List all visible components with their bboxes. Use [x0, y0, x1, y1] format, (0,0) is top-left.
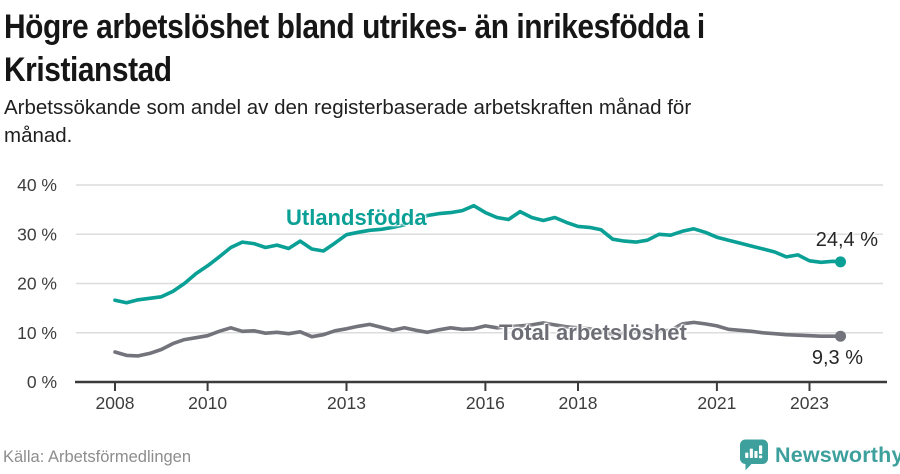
x-axis-tick-label: 2023: [790, 393, 829, 413]
y-axis-tick-label: 10 %: [17, 323, 57, 343]
x-axis-tick-label: 2013: [327, 393, 366, 413]
y-axis-tick-label: 40 %: [17, 175, 57, 195]
newsworthy-bubble-icon: [740, 439, 768, 471]
newsworthy-wordmark: Newsworthy: [775, 442, 900, 467]
page-title-line2: Kristianstad: [4, 51, 172, 89]
y-axis-tick-label: 30 %: [17, 224, 57, 244]
end-dot-total: [835, 330, 847, 342]
chart-subtitle-line2: månad.: [4, 124, 73, 147]
x-axis-tick-label: 2008: [96, 393, 135, 413]
x-axis-tick-label: 2016: [466, 393, 505, 413]
page-title: Högre arbetslöshet bland utrikes- än inr…: [4, 8, 705, 46]
end-value-total: 9,3 %: [811, 347, 863, 369]
y-axis-tick-label: 0 %: [27, 372, 57, 392]
series-label-utlandsfodda: Utlandsfödda: [286, 205, 427, 230]
series-label-total-arbetsloshet: Total arbetslöshet: [499, 320, 687, 345]
source-attribution: Källa: Arbetsförmedlingen: [3, 448, 192, 466]
line-total-arbetsloshet: [113, 320, 843, 358]
x-axis-tick-label: 2010: [188, 393, 227, 413]
chart-subtitle: Arbetssökande som andel av den registerb…: [4, 96, 692, 119]
end-dot-utlandsfodda: [835, 256, 847, 268]
line-utlandsfodda: [113, 203, 843, 305]
newsworthy-logo: Newsworthy: [739, 439, 900, 471]
x-axis-tick-label: 2018: [559, 393, 598, 413]
end-value-utlandsfodda: 24,4 %: [815, 229, 878, 251]
y-axis-tick-label: 20 %: [17, 274, 57, 294]
x-axis-tick-label: 2021: [697, 393, 736, 413]
